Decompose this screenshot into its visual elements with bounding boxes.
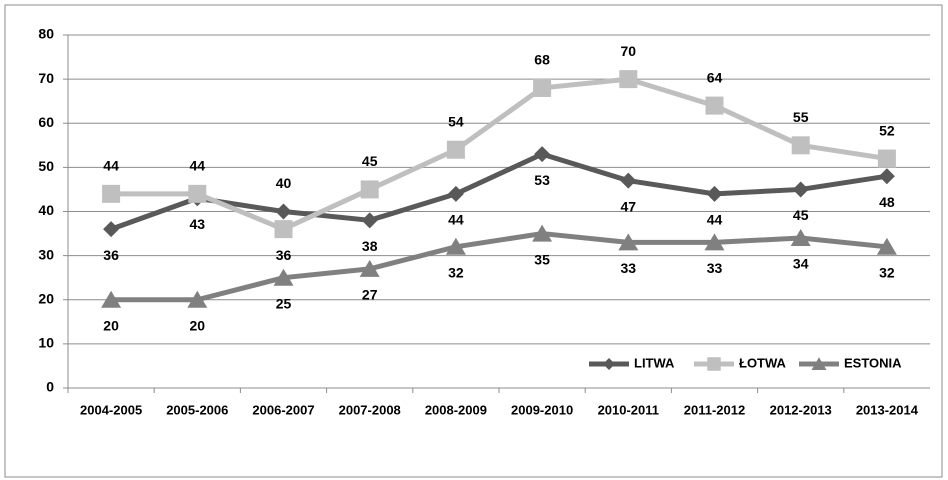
data-point xyxy=(446,140,465,159)
x-tick-label: 2006-2007 xyxy=(252,402,314,417)
data-point xyxy=(877,149,896,168)
x-tick-label: 2010-2011 xyxy=(598,402,659,417)
data-label: 44 xyxy=(103,158,119,174)
data-point xyxy=(706,185,723,202)
data-label: 47 xyxy=(621,198,637,214)
data-point xyxy=(188,184,207,203)
legend-label: LITWA xyxy=(634,355,675,370)
legend-label: ŁOTWA xyxy=(739,355,787,370)
data-point xyxy=(187,290,208,308)
x-tick-label: 2005-2006 xyxy=(166,402,228,417)
data-label: 43 xyxy=(190,216,206,232)
data-label: 32 xyxy=(879,265,895,281)
data-point xyxy=(275,203,292,220)
data-label: 34 xyxy=(793,256,809,272)
data-label: 33 xyxy=(707,260,723,276)
data-point xyxy=(790,228,811,246)
y-tick-label: 0 xyxy=(46,379,54,395)
data-label: 44 xyxy=(190,158,206,174)
data-label: 40 xyxy=(276,175,292,191)
data-point xyxy=(705,96,724,115)
data-point xyxy=(534,146,551,163)
data-point xyxy=(619,70,638,89)
data-point xyxy=(101,290,122,308)
data-label: 55 xyxy=(793,109,809,125)
data-label: 70 xyxy=(621,43,637,59)
legend-marker xyxy=(811,357,827,370)
data-point xyxy=(792,181,809,198)
y-tick-label: 80 xyxy=(38,26,54,42)
series-line xyxy=(111,76,888,232)
data-point xyxy=(878,168,895,185)
y-tick-label: 10 xyxy=(38,335,54,351)
data-label: 20 xyxy=(190,317,206,333)
data-point xyxy=(618,233,639,251)
data-point xyxy=(447,185,464,202)
series-line xyxy=(110,151,888,232)
data-label: 54 xyxy=(448,113,464,129)
x-tick-label: 2012-2013 xyxy=(770,402,832,417)
x-tick-label: 2013-2014 xyxy=(856,402,919,417)
data-label: 38 xyxy=(362,238,378,254)
data-label: 53 xyxy=(534,172,550,188)
data-label: 33 xyxy=(621,260,637,276)
data-point xyxy=(273,268,294,286)
y-tick-label: 20 xyxy=(38,290,54,306)
data-point xyxy=(533,78,552,97)
data-point xyxy=(359,259,380,277)
data-point xyxy=(532,224,553,242)
legend-marker xyxy=(707,357,721,371)
data-point xyxy=(102,184,121,203)
data-label: 36 xyxy=(103,247,119,263)
series-line xyxy=(111,231,888,303)
data-label: 45 xyxy=(362,153,378,169)
y-tick-label: 40 xyxy=(38,202,54,218)
data-point xyxy=(360,180,379,199)
data-label: 36 xyxy=(276,247,292,263)
data-point xyxy=(445,237,466,255)
data-point xyxy=(274,220,293,239)
y-tick-label: 70 xyxy=(38,70,54,86)
x-tick-label: 2008-2009 xyxy=(425,402,487,417)
legend-marker xyxy=(603,358,615,370)
data-label: 64 xyxy=(707,69,723,85)
data-point xyxy=(876,237,897,255)
y-tick-label: 60 xyxy=(38,114,54,130)
data-label: 52 xyxy=(879,122,895,138)
data-label: 44 xyxy=(448,212,464,228)
data-label: 32 xyxy=(448,265,464,281)
data-point xyxy=(791,136,810,155)
x-tick-label: 2009-2010 xyxy=(511,402,573,417)
data-label: 48 xyxy=(879,194,895,210)
data-point xyxy=(361,212,378,229)
data-label: 45 xyxy=(793,207,809,223)
x-tick-label: 2011-2012 xyxy=(684,402,745,417)
data-point xyxy=(620,172,637,189)
legend-label: ESTONIA xyxy=(844,355,902,370)
data-label: 27 xyxy=(362,287,378,303)
data-label: 35 xyxy=(534,251,550,267)
data-label: 44 xyxy=(707,212,723,228)
data-point xyxy=(704,233,725,251)
data-label: 20 xyxy=(103,317,119,333)
y-tick-label: 50 xyxy=(38,158,54,174)
data-point xyxy=(103,221,120,238)
x-tick-label: 2007-2008 xyxy=(339,402,401,417)
data-label: 68 xyxy=(534,52,550,68)
data-label: 25 xyxy=(276,295,292,311)
x-tick-label: 2004-2005 xyxy=(80,402,142,417)
y-tick-label: 30 xyxy=(38,246,54,262)
